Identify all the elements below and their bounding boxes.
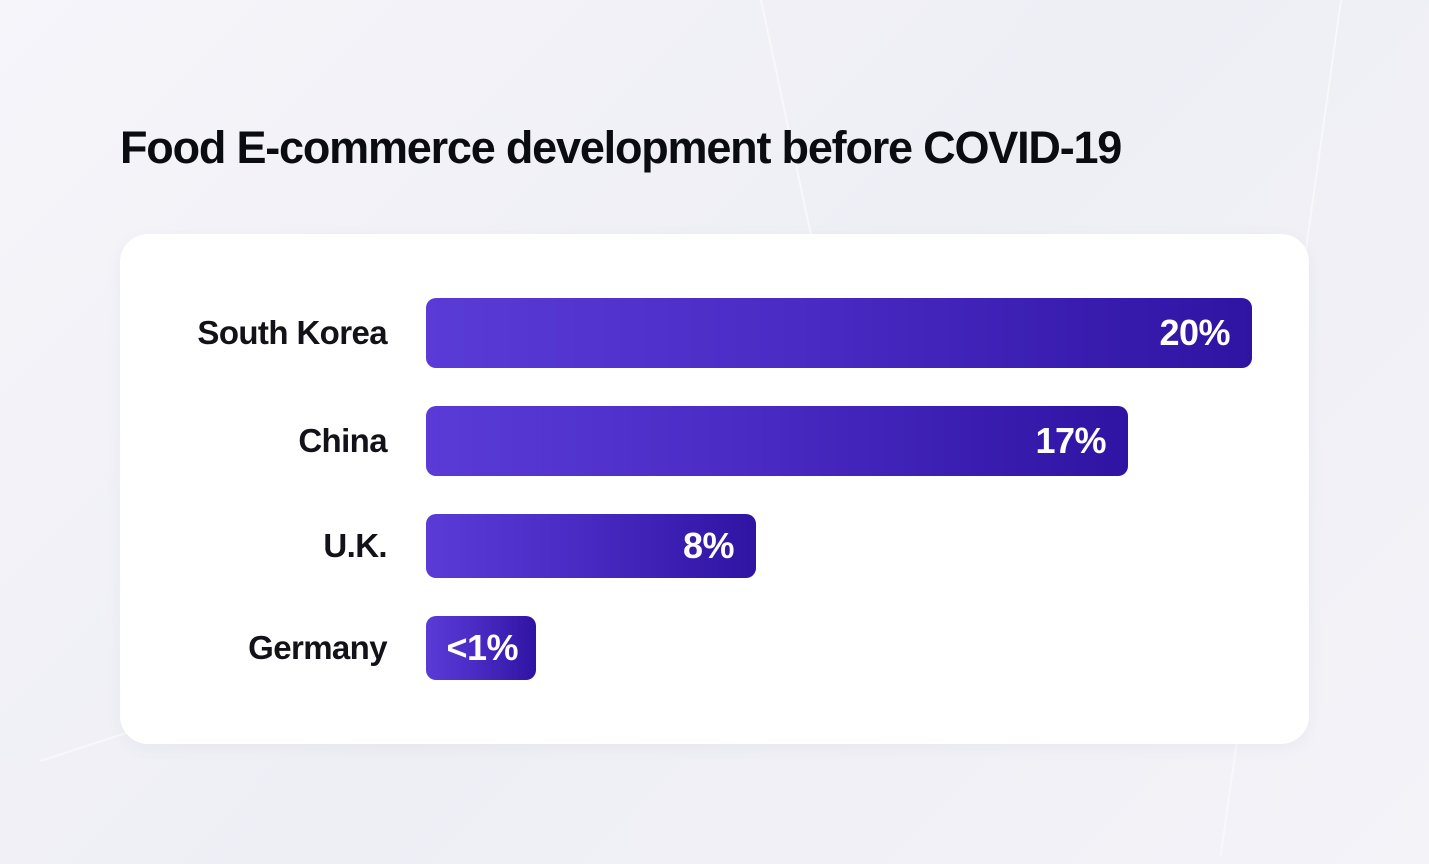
bar: <1% xyxy=(426,616,536,680)
bar-row: South Korea 20% xyxy=(120,298,1309,368)
bar-row: Germany <1% xyxy=(120,616,1309,680)
category-label: Germany xyxy=(248,629,387,666)
chart-card: South Korea 20% China 17% U.K. 8% German… xyxy=(120,234,1309,744)
category-label: China xyxy=(298,422,387,459)
bar: 8% xyxy=(426,514,756,578)
data-label: <1% xyxy=(446,627,518,668)
bar-row: China 17% xyxy=(120,406,1309,476)
data-label: 20% xyxy=(1159,312,1230,353)
bar: 17% xyxy=(426,406,1128,476)
data-label: 17% xyxy=(1035,420,1106,461)
bar-row: U.K. 8% xyxy=(120,514,1309,578)
bar: 20% xyxy=(426,298,1252,368)
category-label: South Korea xyxy=(197,314,387,351)
chart-title: Food E-commerce development before COVID… xyxy=(120,122,1122,173)
data-label: 8% xyxy=(682,525,735,566)
category-label: U.K. xyxy=(323,527,387,564)
